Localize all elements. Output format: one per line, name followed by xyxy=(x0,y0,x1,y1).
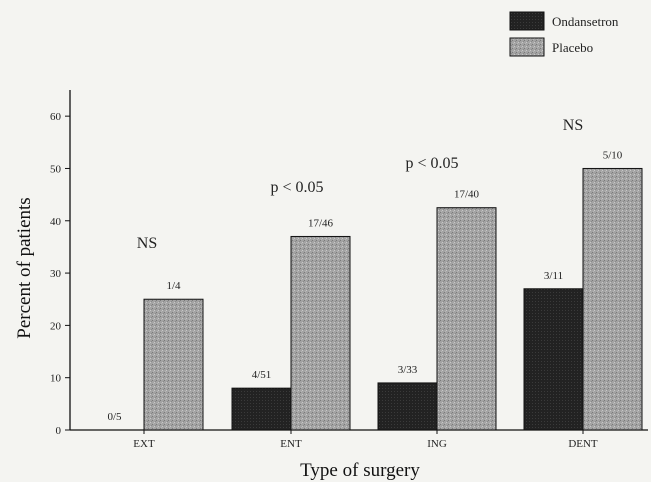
significance-annotation-ext: NS xyxy=(137,235,157,252)
bar-placebo-ent xyxy=(290,235,351,431)
bar-placebo-ext xyxy=(143,298,204,431)
bar-ondansetron-ing xyxy=(377,382,438,431)
y-tick-label: 30 xyxy=(50,268,62,280)
data-label-placebo-dent: 5/10 xyxy=(603,149,623,161)
data-label-ondansetron-ent: 4/51 xyxy=(252,369,272,381)
y-tick-label: 40 xyxy=(50,216,62,228)
category-labels-group: EXT ENT ING DENT xyxy=(133,430,598,450)
legend-swatch-ondansetron xyxy=(509,11,545,31)
y-axis-label: Percent of patients xyxy=(14,197,35,338)
data-label-placebo-ing: 17/40 xyxy=(454,189,480,201)
legend: Ondansetron Placebo xyxy=(509,11,619,57)
y-tick-label: 50 xyxy=(50,163,62,175)
x-tick-label-ext: EXT xyxy=(133,438,155,450)
data-label-placebo-ent: 17/46 xyxy=(308,217,334,229)
significance-annotation-ing: p < 0.05 xyxy=(405,155,458,172)
y-tick-label: 20 xyxy=(50,320,62,332)
significance-annotation-dent: NS xyxy=(563,117,583,134)
significance-annotation-ent: p < 0.05 xyxy=(270,179,323,196)
data-label-ondansetron-ing: 3/33 xyxy=(398,364,418,376)
y-tick-label: 10 xyxy=(50,373,62,385)
bars-group xyxy=(143,167,643,431)
legend-label-placebo: Placebo xyxy=(552,40,593,55)
legend-label-ondansetron: Ondansetron xyxy=(552,14,619,29)
y-tick-label: 60 xyxy=(50,111,62,123)
bar-ondansetron-ent xyxy=(231,387,292,431)
annotations-group: NS p < 0.05 p < 0.05 NS xyxy=(137,117,583,252)
x-axis-label: Type of surgery xyxy=(300,460,420,481)
x-tick-label-ent: ENT xyxy=(280,438,302,450)
data-label-placebo-ext: 1/4 xyxy=(166,280,181,292)
data-label-ondansetron-dent: 3/11 xyxy=(544,270,563,282)
x-tick-label-ing: ING xyxy=(427,438,447,450)
data-labels-group: 0/5 1/4 4/51 17/46 3/33 17/40 3/11 5/10 xyxy=(107,149,622,423)
bar-placebo-dent xyxy=(582,167,643,431)
bar-ondansetron-dent xyxy=(523,288,584,431)
bar-placebo-ing xyxy=(436,207,497,431)
data-label-ondansetron-ext: 0/5 xyxy=(107,411,122,423)
y-tick-label: 0 xyxy=(56,425,62,437)
x-tick-label-dent: DENT xyxy=(568,438,598,450)
y-ticks: 0 10 20 30 40 50 60 xyxy=(50,111,70,437)
legend-swatch-placebo xyxy=(509,37,545,57)
